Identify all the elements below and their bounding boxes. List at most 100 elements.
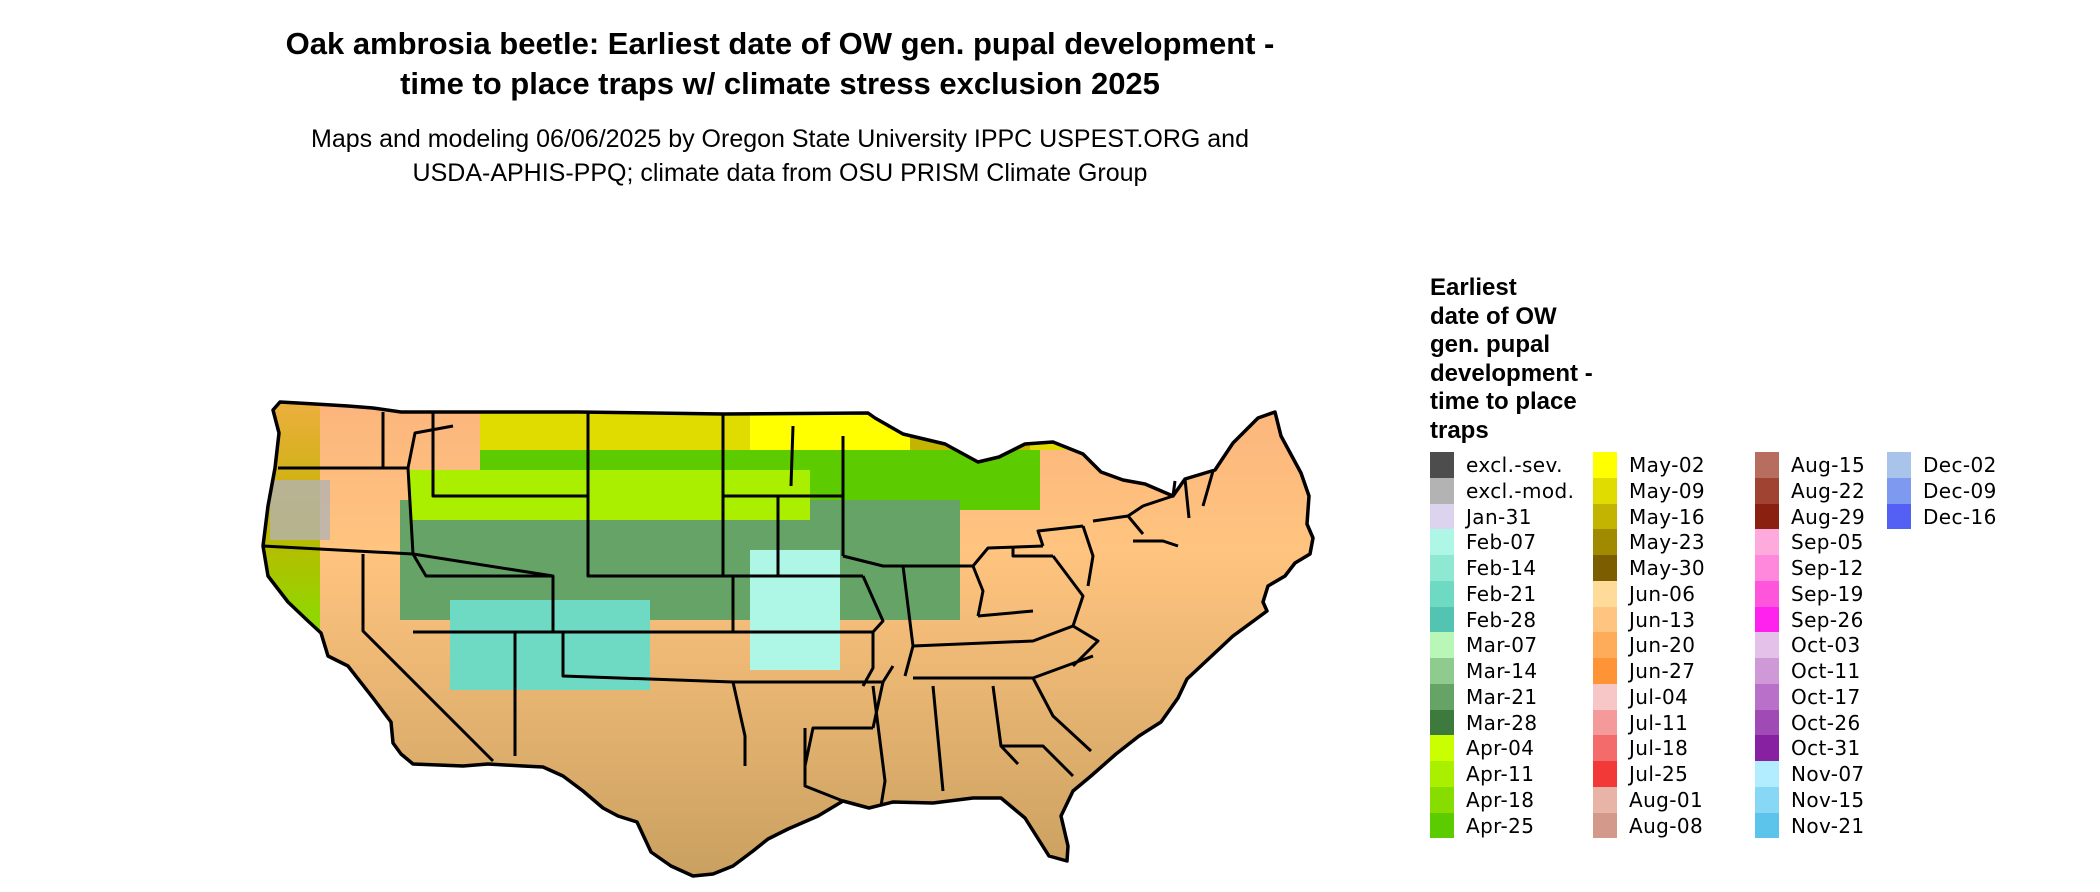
legend-label: Jun-20 <box>1629 633 1696 658</box>
legend-swatch <box>1755 477 1779 504</box>
legend-label: Jul-04 <box>1629 684 1689 709</box>
legend-swatch <box>1430 683 1454 710</box>
legend-label: Sep-05 <box>1791 530 1864 555</box>
legend-swatch <box>1430 812 1454 839</box>
legend-swatch <box>1430 786 1454 813</box>
legend-title-line: traps <box>1430 416 1489 444</box>
legend-label: Apr-11 <box>1466 762 1535 786</box>
legend-label: Jul-25 <box>1629 762 1689 786</box>
legend-swatch <box>1430 709 1454 736</box>
legend-label: Oct-26 <box>1791 710 1861 735</box>
legend-swatch <box>1430 632 1454 658</box>
legend-swatch <box>1430 529 1454 555</box>
legend-label: Dec-16 <box>1923 504 1997 529</box>
legend-swatch <box>1755 452 1779 478</box>
legend-label: Aug-08 <box>1629 813 1704 838</box>
legend-label: May-02 <box>1629 453 1706 477</box>
legend-label: Aug-01 <box>1629 787 1704 812</box>
legend-swatch <box>1755 503 1779 530</box>
legend-label: Jun-27 <box>1629 659 1696 683</box>
legend-swatch <box>1593 812 1617 839</box>
legend-label: Nov-21 <box>1791 813 1865 838</box>
legend-swatch <box>1887 477 1911 504</box>
legend-label: Jul-11 <box>1629 710 1689 735</box>
legend-swatch <box>1593 503 1617 530</box>
legend-swatch <box>1755 735 1779 761</box>
legend-label: Feb-21 <box>1466 581 1537 606</box>
legend-swatch <box>1755 529 1779 555</box>
legend-swatch <box>1755 709 1779 736</box>
legend-swatch <box>1593 683 1617 710</box>
legend-title-line: development - <box>1430 359 1593 387</box>
legend-swatch <box>1430 452 1454 478</box>
legend-label: Mar-14 <box>1466 659 1538 683</box>
legend-label: May-16 <box>1629 504 1706 529</box>
legend-swatch <box>1755 812 1779 839</box>
legend-swatch <box>1430 477 1454 504</box>
legend-label: Apr-25 <box>1466 813 1535 838</box>
legend-label: Jul-18 <box>1629 736 1689 761</box>
legend-label: Feb-14 <box>1466 556 1537 580</box>
legend-swatch <box>1430 555 1454 581</box>
legend-swatch <box>1430 503 1454 530</box>
us-outline <box>261 400 1315 878</box>
legend-label: excl.-mod. <box>1466 478 1575 503</box>
legend-label: Jun-06 <box>1629 581 1696 606</box>
legend-title: Earliest date of OW gen. pupal developme… <box>1430 274 1670 445</box>
legend-swatch <box>1593 735 1617 761</box>
legend-swatch <box>1593 632 1617 658</box>
legend-swatch <box>1755 580 1779 607</box>
legend-swatch <box>1887 503 1911 530</box>
legend-swatch <box>1593 580 1617 607</box>
legend-swatch <box>1593 529 1617 555</box>
legend-swatch <box>1755 658 1779 684</box>
state-borders <box>262 412 1215 807</box>
legend-swatch <box>1593 761 1617 787</box>
legend-swatch <box>1755 606 1779 633</box>
legend-label: Aug-29 <box>1791 504 1866 529</box>
legend-title-line: Earliest <box>1430 274 1517 301</box>
legend-swatch <box>1593 452 1617 478</box>
legend-swatch <box>1755 683 1779 710</box>
legend-label: Mar-21 <box>1466 684 1538 709</box>
legend-label: Apr-18 <box>1466 787 1535 812</box>
map-title-line-1: Oak ambrosia beetle: Earliest date of OW… <box>285 26 1275 61</box>
legend-label: Nov-07 <box>1791 762 1865 786</box>
map-subtitle-line-1: Maps and modeling 06/06/2025 by Oregon S… <box>311 125 1249 153</box>
legend-swatch <box>1430 658 1454 684</box>
legend-swatch <box>1593 555 1617 581</box>
legend-swatch <box>1755 632 1779 658</box>
legend-label: Sep-26 <box>1791 607 1864 632</box>
legend-swatch <box>1430 606 1454 633</box>
legend-swatch <box>1593 477 1617 504</box>
legend-swatch <box>1755 555 1779 581</box>
legend-label: Feb-07 <box>1466 530 1537 555</box>
legend-label: Apr-04 <box>1466 736 1535 761</box>
legend-label: Mar-28 <box>1466 710 1538 735</box>
legend-title-line: gen. pupal <box>1430 331 1550 358</box>
legend-label: Oct-31 <box>1791 736 1861 761</box>
legend-label: Sep-12 <box>1791 556 1864 580</box>
legend-label: Dec-02 <box>1923 453 1997 477</box>
map-subtitle-line-2: USDA-APHIS-PPQ; climate data from OSU PR… <box>412 159 1148 187</box>
us-map <box>261 400 1315 878</box>
legend-swatch <box>1887 452 1911 478</box>
legend-swatch <box>1593 709 1617 736</box>
legend-swatch <box>1593 658 1617 684</box>
legend-label: May-30 <box>1629 556 1706 580</box>
legend-label: May-09 <box>1629 478 1706 503</box>
legend-swatch <box>1755 761 1779 787</box>
legend-label: Oct-03 <box>1791 633 1861 658</box>
legend-label: Nov-15 <box>1791 787 1865 812</box>
legend-swatch <box>1430 735 1454 761</box>
map-title: Oak ambrosia beetle: Earliest date of OW… <box>160 24 1400 104</box>
legend-label: Mar-07 <box>1466 633 1538 658</box>
legend-swatch <box>1755 786 1779 813</box>
legend-label: Sep-19 <box>1791 581 1864 606</box>
legend-swatch <box>1593 786 1617 813</box>
legend-label: Oct-11 <box>1791 659 1861 683</box>
legend-label: May-23 <box>1629 530 1706 555</box>
map-subtitle: Maps and modeling 06/06/2025 by Oregon S… <box>160 122 1400 190</box>
legend-title-line: date of OW <box>1430 302 1557 330</box>
legend-label: Jun-13 <box>1629 607 1696 632</box>
